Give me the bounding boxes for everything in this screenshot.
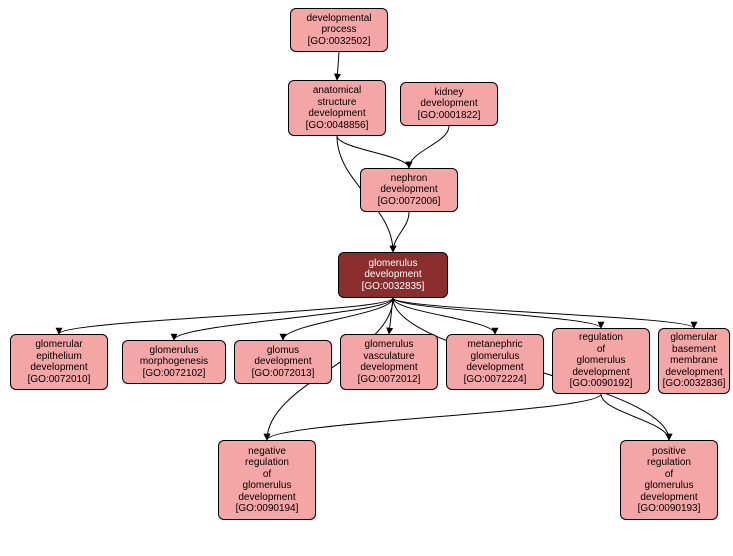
node-glomus[interactable]: glomus development [GO:0072013] xyxy=(234,340,332,384)
edge-glomerulus-to-glom_vasc xyxy=(389,298,393,334)
edge-regulation-to-neg_reg xyxy=(267,394,601,440)
edge-nephron-to-glomerulus xyxy=(393,212,409,252)
node-glomerulus[interactable]: glomerulus development [GO:0032835] xyxy=(338,252,448,298)
edge-glomerulus-to-metanephric xyxy=(393,298,495,334)
edge-glomerulus-to-regulation xyxy=(393,298,601,328)
node-neg_reg[interactable]: negative regulation of glomerulus develo… xyxy=(218,440,316,520)
node-glom_morph[interactable]: glomerulus morphogenesis [GO:0072102] xyxy=(122,340,226,384)
node-kidney[interactable]: kidney development [GO:0001822] xyxy=(400,82,498,126)
node-nephron[interactable]: nephron development [GO:0072006] xyxy=(360,168,458,212)
edge-kidney-to-nephron xyxy=(409,126,449,168)
edge-dev_process-to-anat_struct xyxy=(337,52,339,80)
node-glom_bm[interactable]: glomerular basement membrane development… xyxy=(658,328,730,394)
node-metanephric[interactable]: metanephric glomerulus development [GO:0… xyxy=(446,334,544,390)
node-glom_vasc[interactable]: glomerulus vasculature development [GO:0… xyxy=(340,334,438,390)
edge-glomerulus-to-glom_epi xyxy=(59,298,393,334)
node-glom_epi[interactable]: glomerular epithelium development [GO:00… xyxy=(10,334,108,390)
node-regulation[interactable]: regulation of glomerulus development [GO… xyxy=(552,328,650,394)
node-pos_reg[interactable]: positive regulation of glomerulus develo… xyxy=(620,440,718,520)
node-dev_process[interactable]: developmental process [GO:0032502] xyxy=(290,8,388,52)
edge-glomerulus-to-glom_bm xyxy=(393,298,694,328)
edge-anat_struct-to-nephron xyxy=(337,136,409,168)
node-anat_struct[interactable]: anatomical structure development [GO:004… xyxy=(288,80,386,136)
edge-regulation-to-pos_reg xyxy=(601,394,669,440)
